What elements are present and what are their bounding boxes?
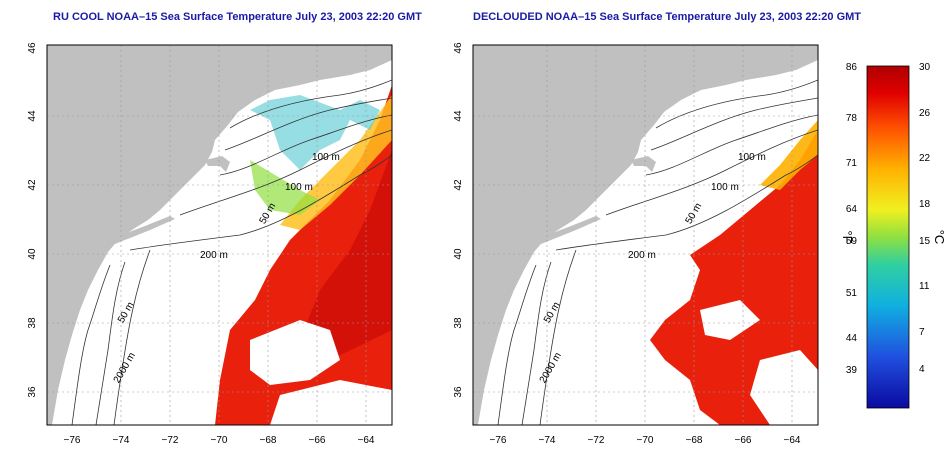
x-tick-label: −64 <box>784 435 801 446</box>
contour-label: 100 m <box>711 182 739 193</box>
y-tick-label: 40 <box>27 248 38 260</box>
x-tick-label: −72 <box>588 435 605 446</box>
left-x-axis: −76 −74 −72 −70 −68 −66 −64 <box>64 435 375 446</box>
contour-label: 100 m <box>738 152 766 163</box>
y-tick-label: 36 <box>27 386 38 398</box>
x-tick-label: −64 <box>358 435 375 446</box>
left-map-panel: 100 m 100 m 50 m 200 m 50 m 2000 m −76 −… <box>27 42 393 446</box>
contour-label: 100 m <box>285 182 313 193</box>
celsius-scale: 30 26 22 18 15 11 7 4 <box>919 62 931 375</box>
sst-shelf-green <box>250 160 320 215</box>
x-tick-label: −68 <box>260 435 277 446</box>
y-tick-label: 46 <box>27 42 38 54</box>
right-map-title: DECLOUDED NOAA–15 Sea Surface Temperatur… <box>473 11 862 23</box>
cape-cod <box>205 156 230 172</box>
fahrenheit-tick: 51 <box>846 288 858 299</box>
celsius-unit-label: °C <box>932 230 947 245</box>
fahrenheit-tick: 71 <box>846 158 858 169</box>
cloud-gap <box>700 300 760 340</box>
contour-label: 200 m <box>628 250 656 261</box>
sst-shelf-yellow <box>760 120 818 190</box>
fahrenheit-unit-label: °F <box>840 230 855 243</box>
x-tick-label: −74 <box>539 435 556 446</box>
y-tick-label: 36 <box>453 386 464 398</box>
long-island <box>108 216 175 244</box>
sst-hot-core <box>300 150 392 360</box>
right-x-axis: −76 −74 −72 −70 −68 −66 −64 <box>490 435 801 446</box>
fahrenheit-tick: 86 <box>846 62 858 73</box>
x-tick-label: −70 <box>637 435 654 446</box>
y-tick-label: 44 <box>453 110 464 122</box>
contour-label: 100 m <box>312 152 340 163</box>
left-map-title: RU COOL NOAA–15 Sea Surface Temperature … <box>53 11 422 23</box>
y-tick-label: 38 <box>453 317 464 329</box>
cloud-gap <box>250 320 340 385</box>
contour-label: 200 m <box>200 250 228 261</box>
x-tick-label: −76 <box>490 435 507 446</box>
celsius-tick: 30 <box>919 62 931 73</box>
celsius-tick: 4 <box>919 364 925 375</box>
y-tick-label: 42 <box>453 179 464 191</box>
colorbar-gradient <box>866 65 910 409</box>
x-tick-label: −68 <box>686 435 703 446</box>
land-mass <box>473 45 818 425</box>
long-island <box>534 216 601 244</box>
celsius-tick: 22 <box>919 153 931 164</box>
y-tick-label: 44 <box>27 110 38 122</box>
x-tick-label: −70 <box>211 435 228 446</box>
fahrenheit-tick: 44 <box>846 333 858 344</box>
celsius-tick: 18 <box>919 199 931 210</box>
cape-cod <box>631 156 656 172</box>
celsius-tick: 15 <box>919 236 931 247</box>
celsius-tick: 7 <box>919 327 925 338</box>
cloud-gap <box>270 380 392 425</box>
x-tick-label: −72 <box>162 435 179 446</box>
y-tick-label: 40 <box>453 248 464 260</box>
right-y-axis: 46 44 42 40 38 36 <box>453 42 464 398</box>
cloud-gap <box>750 350 818 425</box>
fahrenheit-tick: 64 <box>846 204 858 215</box>
y-tick-label: 46 <box>453 42 464 54</box>
x-tick-label: −66 <box>735 435 752 446</box>
x-tick-label: −66 <box>309 435 326 446</box>
temperature-colorbar: 86 78 71 64 59 51 44 39 30 26 22 18 15 1… <box>840 62 947 409</box>
sst-warm-water <box>650 130 818 425</box>
x-tick-label: −76 <box>64 435 81 446</box>
celsius-tick: 11 <box>919 281 930 292</box>
fahrenheit-scale: 86 78 71 64 59 51 44 39 <box>846 62 858 376</box>
land-mass <box>47 45 392 425</box>
y-tick-label: 38 <box>27 317 38 329</box>
fahrenheit-tick: 39 <box>846 365 858 376</box>
y-tick-label: 42 <box>27 179 38 191</box>
x-tick-label: −74 <box>113 435 130 446</box>
fahrenheit-tick: 59 <box>846 236 858 247</box>
right-map-panel: 100 m 100 m 50 m 200 m 50 m 2000 m −76 −… <box>453 42 819 446</box>
left-y-axis: 46 44 42 40 38 36 <box>27 42 38 398</box>
fahrenheit-tick: 78 <box>846 113 858 124</box>
celsius-tick: 26 <box>919 108 931 119</box>
